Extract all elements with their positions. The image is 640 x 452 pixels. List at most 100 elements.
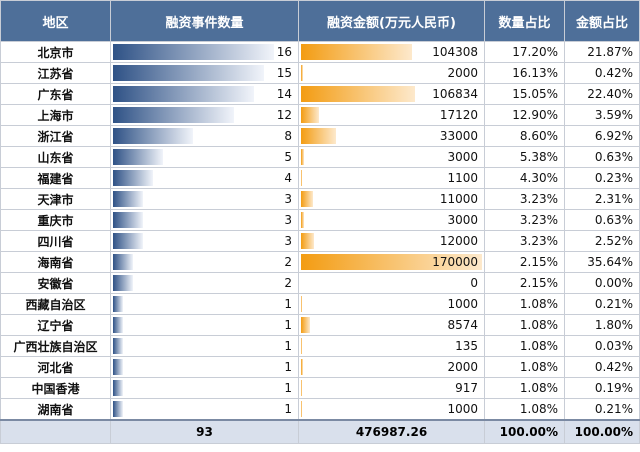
- table-row: 河北省 1 2000 1.08% 0.42%: [0, 356, 640, 378]
- count-bar: [113, 317, 124, 333]
- count-cell: 4: [110, 167, 299, 189]
- table-row: 广东省 14 106834 15.05% 22.40%: [0, 83, 640, 105]
- count-cell: 3: [110, 188, 299, 210]
- amount-share-cell: 0.63%: [564, 146, 640, 168]
- amount-value: 1000: [447, 297, 478, 311]
- count-bar: [113, 170, 154, 186]
- amount-bar: [301, 401, 303, 417]
- count-cell: 1: [110, 293, 299, 315]
- header-row: 地区 融资事件数量 融资金额(万元人民币) 数量占比 金额占比: [0, 0, 640, 42]
- count-bar: [113, 296, 124, 312]
- count-value: 14: [276, 87, 292, 101]
- amount-cell: 12000: [298, 230, 485, 252]
- amount-bar: [301, 170, 303, 186]
- total-region: [0, 419, 111, 444]
- header-count: 融资事件数量: [110, 0, 299, 42]
- amount-cell: 1000: [298, 398, 485, 421]
- amount-value: 135: [455, 339, 478, 353]
- amount-bar: [301, 86, 415, 102]
- amount-share-cell: 0.42%: [564, 356, 640, 378]
- count-share-cell: 12.90%: [484, 104, 565, 126]
- region-cell: 广东省: [0, 83, 111, 105]
- count-value: 1: [284, 297, 292, 311]
- total-count-share: 100.00%: [484, 419, 565, 444]
- region-cell: 西藏自治区: [0, 293, 111, 315]
- table-row: 西藏自治区 1 1000 1.08% 0.21%: [0, 293, 640, 315]
- region-cell: 山东省: [0, 146, 111, 168]
- count-share-cell: 1.08%: [484, 293, 565, 315]
- count-bar: [113, 212, 144, 228]
- amount-share-cell: 0.23%: [564, 167, 640, 189]
- table-row: 山东省 5 3000 5.38% 0.63%: [0, 146, 640, 168]
- count-value: 1: [284, 402, 292, 416]
- count-value: 12: [276, 108, 292, 122]
- header-amount: 融资金额(万元人民币): [298, 0, 485, 42]
- amount-share-cell: 1.80%: [564, 314, 640, 336]
- amount-share-cell: 0.00%: [564, 272, 640, 294]
- count-cell: 1: [110, 356, 299, 378]
- amount-bar: [301, 128, 337, 144]
- count-cell: 5: [110, 146, 299, 168]
- header-region: 地区: [0, 0, 111, 42]
- amount-bar: [301, 149, 305, 165]
- count-share-cell: 1.08%: [484, 314, 565, 336]
- total-row: 93 476987.26 100.00% 100.00%: [0, 419, 640, 444]
- amount-bar: [301, 254, 483, 270]
- count-bar: [113, 359, 124, 375]
- amount-value: 0: [470, 276, 478, 290]
- amount-value: 1000: [447, 402, 478, 416]
- amount-cell: 170000: [298, 251, 485, 273]
- amount-share-cell: 0.63%: [564, 209, 640, 231]
- amount-cell: 3000: [298, 209, 485, 231]
- amount-share-cell: 21.87%: [564, 41, 640, 63]
- count-cell: 15: [110, 62, 299, 84]
- count-value: 4: [284, 171, 292, 185]
- region-cell: 上海市: [0, 104, 111, 126]
- amount-share-cell: 3.59%: [564, 104, 640, 126]
- amount-value: 11000: [439, 192, 478, 206]
- count-cell: 1: [110, 398, 299, 421]
- amount-cell: 0: [298, 272, 485, 294]
- amount-share-cell: 0.03%: [564, 335, 640, 357]
- amount-value: 3000: [447, 150, 478, 164]
- amount-share-cell: 0.19%: [564, 377, 640, 399]
- count-cell: 12: [110, 104, 299, 126]
- amount-bar: [301, 380, 302, 396]
- amount-bar: [301, 212, 305, 228]
- count-share-cell: 3.23%: [484, 188, 565, 210]
- amount-bar: [301, 296, 303, 312]
- count-cell: 2: [110, 272, 299, 294]
- table-row: 福建省 4 1100 4.30% 0.23%: [0, 167, 640, 189]
- amount-value: 8574: [447, 318, 478, 332]
- count-bar: [113, 128, 194, 144]
- table-row: 广西壮族自治区 1 135 1.08% 0.03%: [0, 335, 640, 357]
- table-row: 江苏省 15 2000 16.13% 0.42%: [0, 62, 640, 84]
- table-row: 中国香港 1 917 1.08% 0.19%: [0, 377, 640, 399]
- amount-share-cell: 6.92%: [564, 125, 640, 147]
- count-value: 5: [284, 150, 292, 164]
- count-bar: [113, 107, 234, 123]
- amount-value: 12000: [439, 234, 478, 248]
- table-row: 北京市 16 104308 17.20% 21.87%: [0, 41, 640, 63]
- region-cell: 重庆市: [0, 209, 111, 231]
- amount-cell: 104308: [298, 41, 485, 63]
- table-row: 天津市 3 11000 3.23% 2.31%: [0, 188, 640, 210]
- count-share-cell: 1.08%: [484, 377, 565, 399]
- count-share-cell: 17.20%: [484, 41, 565, 63]
- amount-bar: [301, 191, 313, 207]
- amount-share-cell: 2.31%: [564, 188, 640, 210]
- total-count: 93: [110, 419, 299, 444]
- count-cell: 14: [110, 83, 299, 105]
- count-share-cell: 1.08%: [484, 335, 565, 357]
- count-bar: [113, 191, 144, 207]
- amount-value: 17120: [439, 108, 478, 122]
- count-share-cell: 8.60%: [484, 125, 565, 147]
- table-row: 辽宁省 1 8574 1.08% 1.80%: [0, 314, 640, 336]
- count-value: 2: [284, 255, 292, 269]
- amount-cell: 135: [298, 335, 485, 357]
- region-cell: 湖南省: [0, 398, 111, 421]
- amount-bar: [301, 233, 314, 249]
- amount-share-cell: 0.42%: [564, 62, 640, 84]
- total-amount-share: 100.00%: [564, 419, 640, 444]
